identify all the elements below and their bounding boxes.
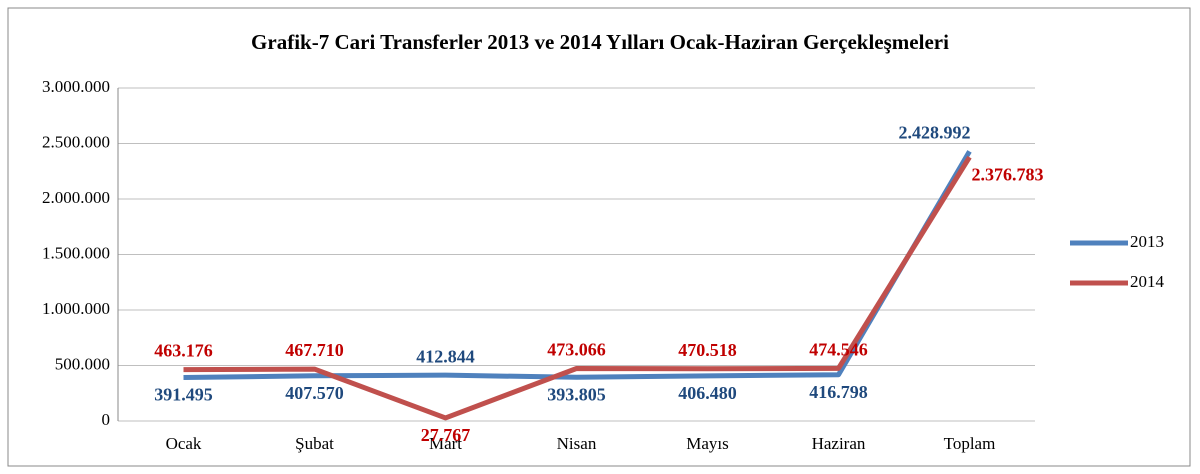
data-label: 407.570 — [285, 383, 344, 403]
data-label: 467.710 — [285, 340, 344, 360]
data-label: 470.518 — [678, 340, 737, 360]
x-tick-label: Toplam — [944, 434, 996, 453]
data-label: 393.805 — [547, 384, 606, 404]
y-tick-label: 1.500.000 — [42, 243, 110, 262]
y-tick-label: 0 — [102, 410, 111, 429]
x-tick-label: Nisan — [557, 434, 597, 453]
y-tick-label: 500.000 — [55, 354, 110, 373]
chart-title: Grafik-7 Cari Transferler 2013 ve 2014 Y… — [251, 30, 949, 54]
y-tick-label: 1.000.000 — [42, 299, 110, 318]
data-label: 474.546 — [809, 339, 868, 359]
series-line — [183, 155, 972, 421]
chart-frame — [7, 7, 1191, 467]
series-line — [183, 150, 972, 381]
x-tick-label: Ocak — [166, 434, 202, 453]
data-label: 2.428.992 — [899, 123, 971, 143]
legend-label: 2013 — [1130, 232, 1164, 251]
x-tick-label: Mayıs — [686, 434, 729, 453]
data-label: 416.798 — [809, 382, 868, 402]
data-label: 391.495 — [154, 385, 213, 405]
data-label: 2.376.783 — [972, 164, 1044, 184]
y-tick-label: 3.000.000 — [42, 77, 110, 96]
data-label: 473.066 — [547, 340, 606, 360]
x-tick-label: Haziran — [812, 434, 866, 453]
data-label: 463.176 — [154, 341, 213, 361]
legend-label: 2014 — [1130, 272, 1165, 291]
y-tick-label: 2.000.000 — [42, 188, 110, 207]
data-label: 27.767 — [421, 425, 471, 445]
x-tick-label: Mart — [429, 434, 462, 453]
data-label: 412.844 — [416, 346, 475, 366]
y-tick-label: 2.500.000 — [42, 132, 110, 151]
x-tick-label: Şubat — [295, 434, 334, 453]
data-label: 406.480 — [678, 383, 737, 403]
